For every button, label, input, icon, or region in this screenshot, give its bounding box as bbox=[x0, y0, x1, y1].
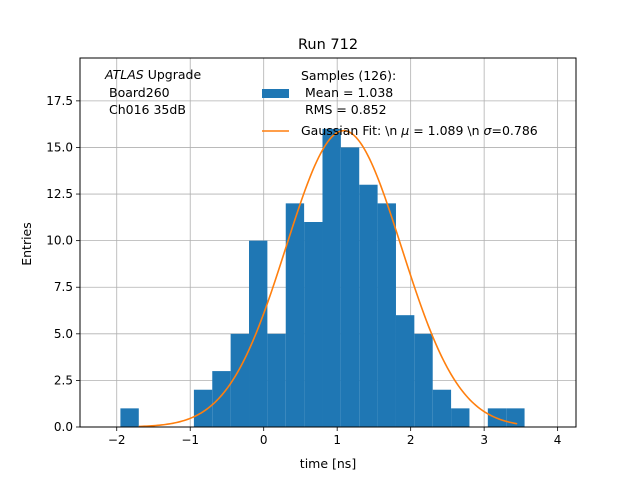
histogram-bar bbox=[432, 389, 452, 427]
gaussian-fit-curve bbox=[138, 129, 518, 428]
histogram-bar bbox=[193, 389, 213, 427]
x-tick-label: 1 bbox=[333, 433, 341, 447]
y-tick-label: 12.5 bbox=[46, 187, 73, 201]
histogram-bar bbox=[414, 333, 433, 427]
gaussian-fit bbox=[138, 129, 518, 428]
legend-fit-sigma: σ bbox=[484, 123, 493, 138]
y-tick-label: 5.0 bbox=[54, 327, 73, 341]
y-tick-label: 17.5 bbox=[46, 94, 73, 108]
legend-fit-end: =0.786 bbox=[491, 123, 537, 138]
annotation-upgrade: Upgrade bbox=[144, 67, 202, 82]
y-tick-label: 15.0 bbox=[46, 140, 73, 154]
histogram-bar bbox=[120, 408, 139, 427]
histogram-bar bbox=[249, 240, 268, 427]
histogram-bar bbox=[304, 222, 323, 427]
legend-hist-label-3: RMS = 0.852 bbox=[301, 102, 387, 117]
annotation-atlas: ATLAS bbox=[104, 67, 144, 82]
atlas-annotation: ATLAS Upgrade Board260 Ch016 35dB bbox=[104, 67, 201, 117]
legend-fit-label: Gaussian Fit: \n μ = 1.089 \n σ=0.786 bbox=[301, 123, 538, 138]
histogram-bar bbox=[377, 203, 396, 427]
x-tick-label: 4 bbox=[554, 433, 562, 447]
histogram-bar bbox=[395, 315, 415, 427]
x-tick-label: 2 bbox=[407, 433, 415, 447]
histogram-bars bbox=[120, 128, 525, 428]
x-axis-label: time [ns] bbox=[300, 456, 356, 471]
y-tick-label: 2.5 bbox=[54, 373, 73, 387]
x-tick-label: 3 bbox=[480, 433, 488, 447]
legend-fit-prefix: Gaussian Fit: \n bbox=[301, 123, 401, 138]
x-tick-label: 0 bbox=[260, 433, 268, 447]
axes-frame bbox=[79, 57, 577, 428]
x-tick-label: −2 bbox=[108, 433, 126, 447]
axis-ticks: −2 −1 0 1 2 3 4 0.0 2.5 5.0 7.5 10.0 12.5 15.0 17.5 bbox=[46, 94, 561, 447]
annotation-line-1: ATLAS Upgrade bbox=[104, 67, 201, 82]
chart-title: Run 712 bbox=[298, 37, 358, 53]
histogram-bar bbox=[322, 128, 341, 427]
legend-hist-label-1: Samples (126): bbox=[301, 68, 396, 83]
y-axis-label: Entries bbox=[19, 222, 34, 266]
histogram-bar bbox=[285, 203, 305, 427]
x-tick-label: −1 bbox=[181, 433, 199, 447]
annotation-line-3: Ch016 35dB bbox=[109, 102, 186, 117]
legend-hist-label-2: Mean = 1.038 bbox=[301, 85, 393, 100]
histogram-bar bbox=[359, 184, 378, 427]
legend-fit-mu: μ bbox=[400, 123, 409, 138]
histogram-bar bbox=[230, 333, 250, 427]
histogram-bar bbox=[451, 408, 470, 427]
y-tick-label: 10.0 bbox=[46, 234, 73, 248]
legend: Samples (126): Mean = 1.038 RMS = 0.852 … bbox=[262, 68, 538, 138]
y-tick-label: 0.0 bbox=[54, 420, 73, 434]
y-tick-label: 7.5 bbox=[54, 280, 73, 294]
legend-fit-mid: = 1.089 \n bbox=[409, 123, 483, 138]
histogram-bar bbox=[267, 333, 286, 427]
histogram-bar bbox=[212, 371, 231, 427]
legend-hist-swatch bbox=[262, 89, 289, 98]
histogram-bar bbox=[340, 147, 360, 428]
annotation-line-2: Board260 bbox=[109, 85, 170, 100]
